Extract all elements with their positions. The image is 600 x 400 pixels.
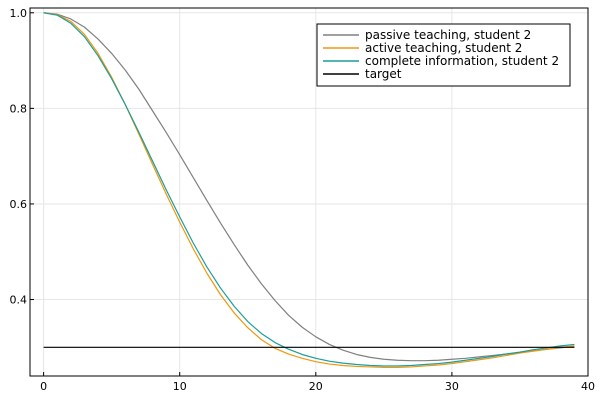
- legend-item: passive teaching, student 2: [323, 28, 531, 42]
- x-tick-label: 0: [40, 380, 47, 393]
- legend-label: complete information, student 2: [365, 54, 559, 68]
- legend-item: active teaching, student 2: [323, 41, 522, 55]
- y-tick-label: 0.8: [10, 102, 28, 115]
- y-tick-label: 0.4: [10, 294, 28, 307]
- legend-item: complete information, student 2: [323, 54, 559, 68]
- y-tick-label: 0.6: [10, 198, 28, 211]
- legend-label: passive teaching, student 2: [365, 28, 531, 42]
- legend-item: target: [323, 67, 402, 81]
- legend-box: [316, 23, 571, 87]
- series-lines: [43, 12, 575, 368]
- plot-frame: [29, 7, 589, 377]
- y-tick-label: 1.0: [10, 7, 28, 20]
- legend-label: active teaching, student 2: [365, 41, 522, 55]
- x-tick-label: 20: [309, 380, 323, 393]
- x-tick-label: 10: [173, 380, 187, 393]
- legend-label: target: [365, 67, 402, 81]
- x-tick-label: 40: [581, 380, 595, 393]
- axis-ticks: 0 10 20 30 40 0.4 0.6 0.8 1.0: [10, 7, 596, 393]
- x-tick-label: 30: [445, 380, 459, 393]
- series-line-complete-information-student-2: [43, 12, 575, 367]
- series-line-passive-teaching-student-2: [43, 12, 575, 362]
